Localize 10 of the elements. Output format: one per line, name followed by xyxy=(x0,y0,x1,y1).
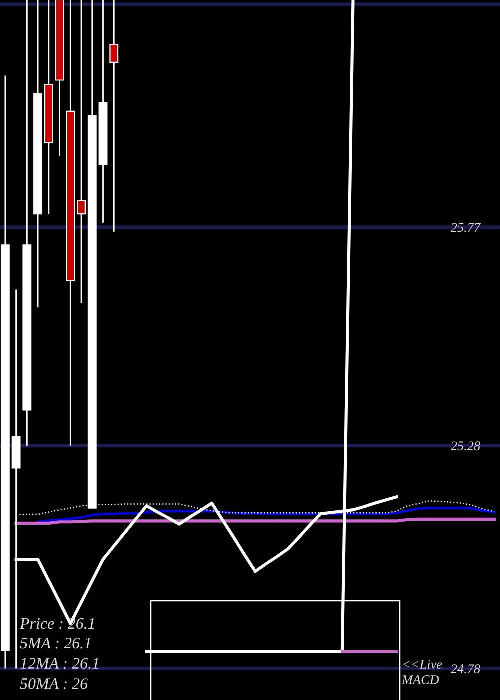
y-tick-label: 25.28 xyxy=(450,442,480,451)
candlestick xyxy=(110,0,119,233)
annotation: 50MA : 26 xyxy=(20,678,88,690)
candlestick xyxy=(77,0,86,304)
annotation: <<Live xyxy=(403,660,442,670)
annotation: 12MA : 26.1 xyxy=(20,658,98,670)
annotation: MACD xyxy=(402,676,440,684)
annotation: 5MA : 26.1 xyxy=(20,638,90,649)
y-tick-label: 24.78 xyxy=(450,664,480,674)
y-tick-label: 25.77 xyxy=(450,223,482,232)
